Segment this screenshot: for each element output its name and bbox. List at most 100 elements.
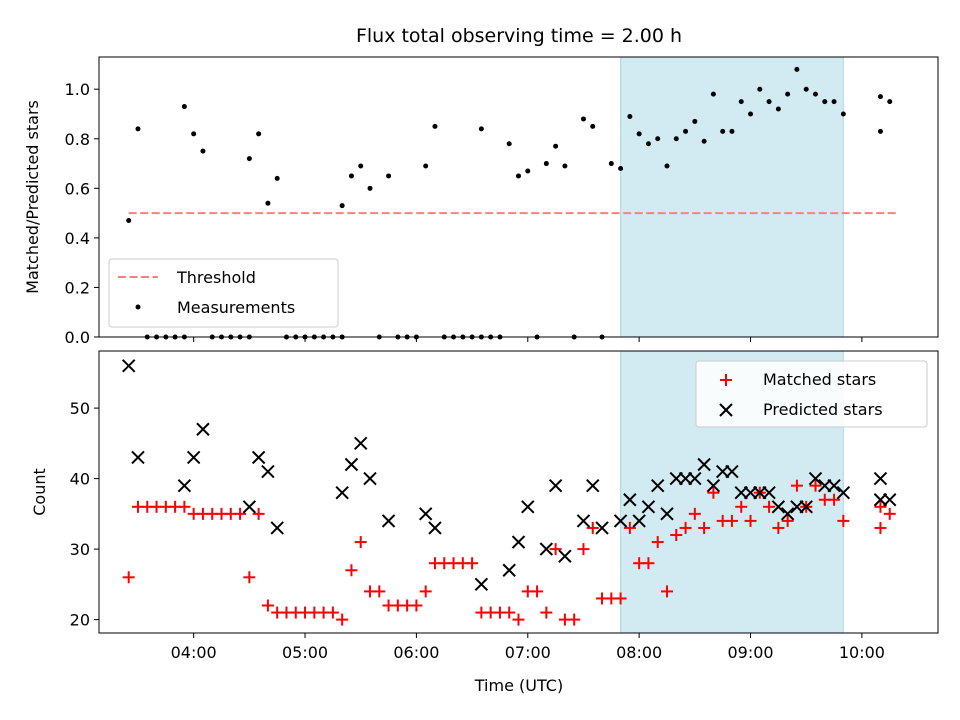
matched-stars-point [466, 557, 479, 570]
matched-stars-point [336, 613, 349, 626]
predicted-stars-point [242, 500, 257, 514]
predicted-stars-point [697, 457, 711, 472]
predicted-stars-point [586, 478, 600, 493]
matched-stars-point [763, 500, 776, 513]
measurement-point [386, 173, 392, 179]
bottom-y-tick-label: 50 [70, 399, 90, 418]
predicted-stars-point [428, 521, 442, 535]
matched-stars-point [512, 613, 525, 626]
chart-title: Flux total observing time = 2.00 h [356, 25, 682, 47]
matched-stars-point [234, 507, 247, 520]
measurement-point [627, 113, 633, 119]
top-highlight-span [620, 56, 844, 338]
measurement-point [803, 86, 809, 92]
measurement-point [775, 106, 781, 112]
x-tick-label: 08:00 [616, 643, 662, 662]
measurement-point [525, 168, 531, 174]
predicted-stars-point [873, 471, 888, 486]
measurement-point [636, 131, 642, 137]
measurement-point [126, 218, 132, 224]
measurement-point [256, 131, 262, 137]
measurement-point [757, 86, 763, 92]
measurement-point [516, 173, 521, 179]
matched-stars-point [725, 514, 738, 527]
measurement-point [358, 163, 364, 169]
measurement-point [692, 118, 698, 124]
predicted-stars-point [548, 478, 563, 493]
matched-stars-point [874, 521, 887, 534]
predicted-stars-point [660, 507, 674, 521]
bottom-plot-frame [98, 350, 939, 634]
measurement-point [655, 136, 661, 142]
measurement-point [562, 163, 568, 169]
predicted-stars-point [799, 500, 813, 514]
matched-stars-point [614, 592, 627, 605]
predicted-stars-point [558, 549, 572, 563]
measurement-point [720, 128, 726, 134]
matched-stars-point [345, 564, 358, 577]
measurement-point [840, 111, 846, 117]
top-y-tick-label: 0.2 [65, 278, 90, 297]
measurement-point [664, 163, 670, 169]
predicted-stars-point [474, 577, 489, 592]
matched-stars-point [419, 585, 432, 598]
top-y-tick-label: 0.0 [65, 328, 90, 347]
measurement-point [608, 161, 614, 167]
matched-stars-point [688, 507, 701, 520]
predicted-stars-point [363, 471, 377, 486]
bottom-legend: Matched stars Predicted stars [695, 360, 928, 428]
matched-stars-point [568, 613, 581, 626]
x-tick-label: 07:00 [505, 643, 551, 662]
x-tick-label: 10:00 [839, 643, 885, 662]
predicted-stars-point [196, 422, 210, 436]
measurement-point [191, 131, 197, 137]
matched-stars-point [586, 521, 599, 534]
matched-stars-point [261, 599, 274, 612]
predicted-stars-point [186, 450, 201, 465]
matched-stars-point [373, 585, 386, 598]
bottom-legend-box [695, 360, 928, 428]
matched-stars-point [772, 521, 785, 534]
measurement-point [423, 163, 429, 169]
matched-stars-point [326, 606, 339, 619]
matched-stars-point [503, 606, 516, 619]
matched-stars-point [735, 500, 748, 513]
predicted-stars-point [808, 471, 823, 486]
measurement-point [877, 94, 883, 100]
matched-stars-point [354, 536, 367, 549]
measurement-point [339, 203, 345, 209]
measurement-point [645, 141, 651, 147]
measurement-point [710, 91, 716, 97]
matched-stars-point [790, 479, 803, 492]
measurement-point [785, 91, 791, 97]
measurement-point [506, 141, 512, 147]
measurement-point [683, 128, 689, 134]
measurement-point [367, 185, 373, 191]
measurement-point [831, 99, 837, 105]
top-legend-box [108, 258, 339, 328]
bottom-y-tick-label: 40 [70, 470, 90, 489]
matched-stars-point [883, 507, 896, 520]
measurement-point [348, 173, 354, 179]
measurement-point [794, 66, 800, 72]
bottom-y-axis-title: Count [30, 468, 49, 516]
predicted-stars-point [251, 450, 266, 465]
measurement-point [729, 128, 735, 134]
predicted-stars-point [762, 485, 776, 500]
legend-predicted-swatch [719, 403, 733, 417]
measurement-point [748, 111, 754, 117]
x-tick-label: 04:00 [171, 643, 217, 662]
x-tick-label: 05:00 [282, 643, 328, 662]
predicted-stars-point [131, 450, 145, 465]
predicted-stars-point [632, 514, 646, 528]
matched-stars-point [577, 543, 590, 556]
legend-threshold-label: Threshold [176, 268, 256, 287]
top-y-tick-label: 0.8 [65, 130, 90, 149]
matched-stars-point [252, 507, 265, 520]
x-axis-title: Time (UTC) [474, 676, 563, 695]
predicted-stars-point [261, 464, 275, 479]
measurement-point [812, 91, 818, 97]
measurement-point [580, 116, 586, 122]
predicted-stars-point [706, 478, 721, 493]
predicted-stars-point [688, 471, 702, 486]
